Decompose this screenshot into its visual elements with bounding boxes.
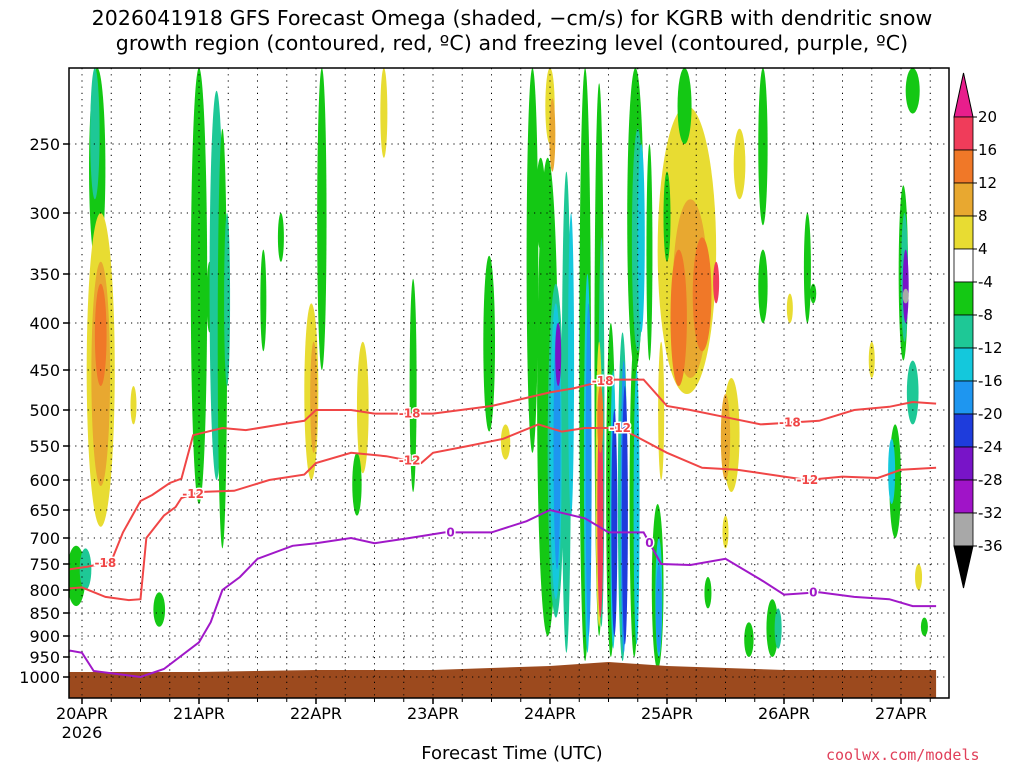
contour-label: -18 xyxy=(779,416,801,430)
contour-label: -12 xyxy=(399,454,421,468)
colorbar-label: -24 xyxy=(978,438,1003,456)
colorbar-label: 8 xyxy=(978,207,988,225)
colorbar-swatch xyxy=(953,512,974,547)
y-tick-label: 950 xyxy=(29,648,60,667)
colorbar-swatch xyxy=(953,116,974,151)
y-tick-label: 400 xyxy=(29,314,60,333)
y-tick-label: 900 xyxy=(29,627,60,646)
colorbar-swatch xyxy=(953,314,974,349)
colorbar-bottom-arrow xyxy=(953,545,974,589)
colorbar-label: -16 xyxy=(978,372,1003,390)
colorbar-swatch xyxy=(953,182,974,217)
chart-title-line2: growth region (contoured, red, ºC) and f… xyxy=(115,31,909,55)
y-tick-label: 1000 xyxy=(19,668,60,687)
colorbar-swatch xyxy=(953,347,974,382)
contour-label: -12 xyxy=(609,421,631,435)
y-tick-label: 800 xyxy=(29,581,60,600)
y-tick-label: 600 xyxy=(29,471,60,490)
colorbar-label: 16 xyxy=(978,141,997,159)
colorbar-swatch xyxy=(953,149,974,184)
omega-shading xyxy=(69,68,937,698)
colorbar-label: -12 xyxy=(978,339,1003,357)
colorbar-top-arrow xyxy=(953,72,974,118)
x-tick-label: 20APR xyxy=(56,704,108,723)
y-tick-label: 250 xyxy=(29,135,60,154)
colorbar-swatch xyxy=(953,413,974,448)
colorbar-label: 4 xyxy=(978,240,988,258)
colorbar-label: -36 xyxy=(978,537,1003,555)
colorbar-label: -20 xyxy=(978,405,1003,423)
contour-label: 0 xyxy=(645,536,653,550)
colorbar: 20 16 12 8 4 -4 -8 -12 -16 -20 -24 -28 -32 -36 xyxy=(953,72,1003,589)
y-tick-label: 750 xyxy=(29,555,60,574)
colorbar-swatch xyxy=(953,446,974,481)
contour-label: -12 xyxy=(797,473,819,487)
x-tick-label: 27APR xyxy=(875,704,927,723)
colorbar-swatch xyxy=(953,281,974,316)
axes: 250 300 350 400 450 500 550 600 650 700 750 800 850 9… xyxy=(19,135,931,742)
contour-label: -18 xyxy=(399,407,421,421)
contour-label: -18 xyxy=(592,374,614,388)
x-tick-label: 23APR xyxy=(407,704,459,723)
colorbar-swatch xyxy=(953,215,974,250)
colorbar-label: -4 xyxy=(978,273,993,291)
colorbar-swatch xyxy=(953,479,974,514)
x-tick-label: 22APR xyxy=(290,704,342,723)
credit-text: coolwx.com/models xyxy=(826,746,980,764)
x-tick-label: 26APR xyxy=(758,704,810,723)
y-tick-label: 500 xyxy=(29,401,60,420)
x-tick-label: 25APR xyxy=(641,704,693,723)
colorbar-swatch xyxy=(953,380,974,415)
contour-label: -18 xyxy=(95,556,117,570)
x-tick-label: 24APR xyxy=(524,704,576,723)
x-year-label: 2026 xyxy=(62,723,103,742)
colorbar-swatch xyxy=(953,248,974,283)
y-tick-label: 550 xyxy=(29,437,60,456)
contour-line xyxy=(69,423,937,602)
y-tick-label: 650 xyxy=(29,501,60,520)
plot-frame xyxy=(68,67,950,699)
y-tick-label: 350 xyxy=(29,265,60,284)
y-tick-label: 300 xyxy=(29,204,60,223)
y-tick-label: 450 xyxy=(29,361,60,380)
contour-label: 0 xyxy=(446,525,454,539)
y-tick-label: 700 xyxy=(29,529,60,548)
temperature-contours: -18 -18 -18 -18 -12 -12 -12 -12 0 0 0 xyxy=(69,373,937,679)
colorbar-label: -8 xyxy=(978,306,993,324)
chart-title-line1: 2026041918 GFS Forecast Omega (shaded, −… xyxy=(91,6,933,30)
contour-label: 0 xyxy=(809,586,817,600)
chart-title: 2026041918 GFS Forecast Omega (shaded, −… xyxy=(0,6,1024,56)
colorbar-label: -28 xyxy=(978,471,1003,489)
colorbar-label: 20 xyxy=(978,108,997,126)
colorbar-label: 12 xyxy=(978,174,997,192)
contour-label: -12 xyxy=(182,487,204,501)
contour-line xyxy=(69,508,937,679)
y-tick-label: 850 xyxy=(29,604,60,623)
colorbar-label: -32 xyxy=(978,504,1003,522)
x-axis-label: Forecast Time (UTC) xyxy=(421,743,603,764)
contour-line xyxy=(69,378,937,571)
x-tick-label: 21APR xyxy=(173,704,225,723)
